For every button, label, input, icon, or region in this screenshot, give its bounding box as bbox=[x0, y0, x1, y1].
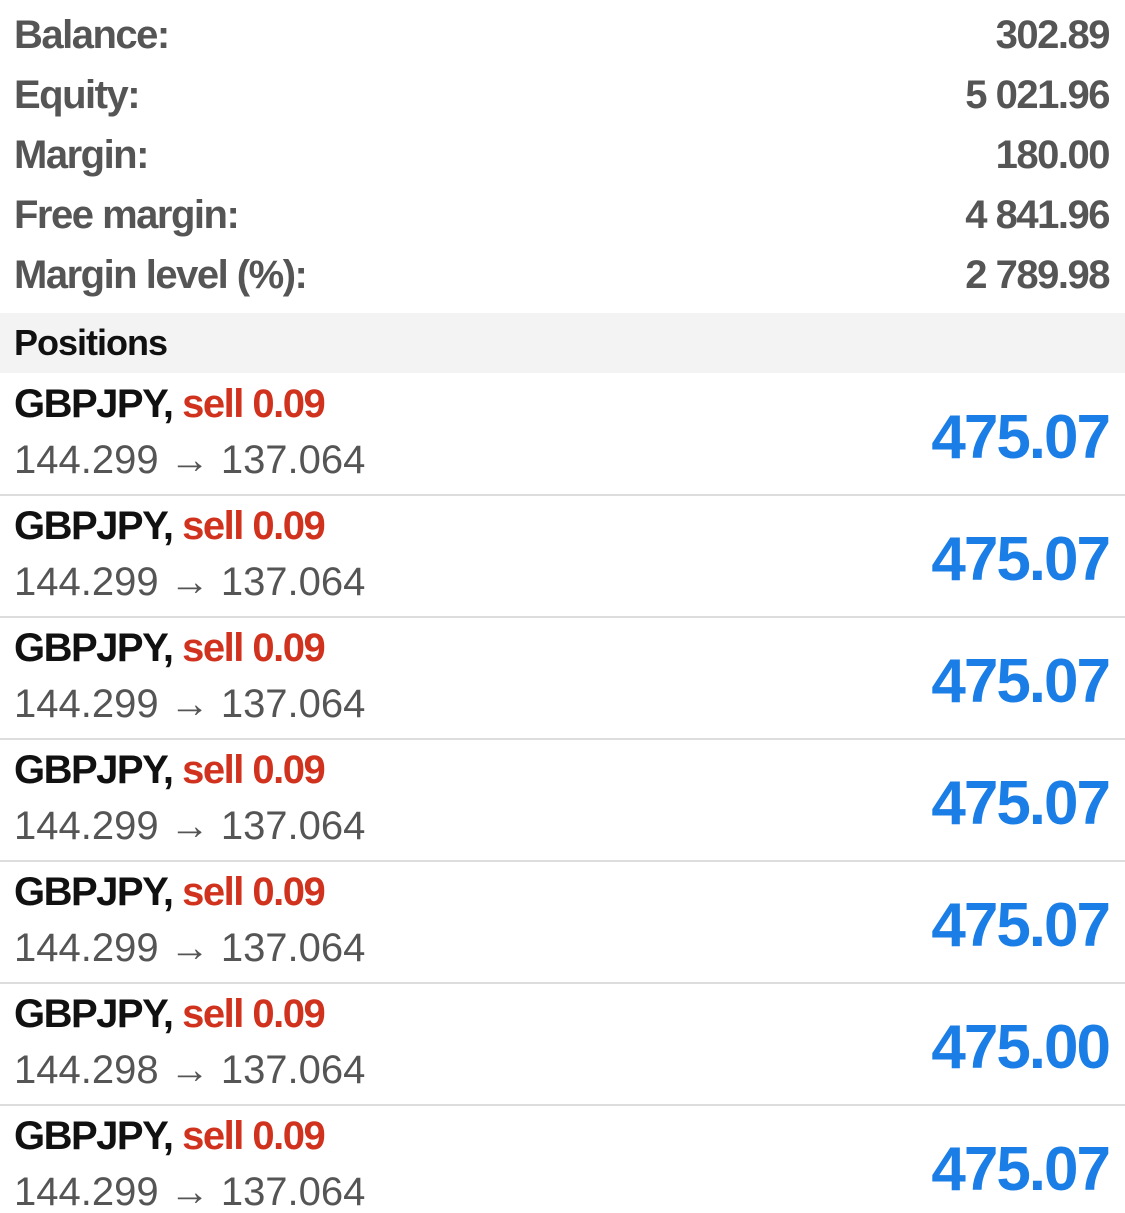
position-title: GBPJPY, sell 0.09 bbox=[14, 748, 326, 793]
summary-value: 302.89 bbox=[995, 13, 1111, 57]
summary-value: 5 021.96 bbox=[965, 73, 1110, 117]
position-row[interactable]: GBPJPY, sell 0.09 144.299 → 137.064 475.07 bbox=[0, 1106, 1125, 1213]
profit: 475.07 bbox=[931, 525, 1111, 594]
trade-type: sell 0.09 bbox=[182, 504, 326, 548]
symbol: GBPJPY, bbox=[14, 748, 174, 792]
position-row[interactable]: GBPJPY, sell 0.09 144.298 → 137.064 475.00 bbox=[0, 984, 1125, 1106]
symbol: GBPJPY, bbox=[14, 626, 174, 670]
trade-type: sell 0.09 bbox=[182, 870, 326, 914]
summary-label: Equity: bbox=[14, 73, 141, 117]
summary-label: Margin: bbox=[14, 133, 149, 177]
position-title: GBPJPY, sell 0.09 bbox=[14, 626, 326, 671]
prices: 144.299 → 137.064 bbox=[14, 926, 366, 970]
section-title: Positions bbox=[14, 322, 168, 363]
profit: 475.07 bbox=[931, 647, 1111, 716]
summary-label: Balance: bbox=[14, 13, 170, 57]
summary-label: Margin level (%): bbox=[14, 253, 308, 297]
position-row[interactable]: GBPJPY, sell 0.09 144.299 → 137.064 475.07 bbox=[0, 374, 1125, 496]
symbol: GBPJPY, bbox=[14, 382, 174, 426]
summary-row: Equity: 5 021.96 bbox=[0, 65, 1125, 125]
summary-value: 180.00 bbox=[995, 133, 1111, 177]
position-row[interactable]: GBPJPY, sell 0.09 144.299 → 137.064 475.07 bbox=[0, 618, 1125, 740]
summary-row: Balance: 302.89 bbox=[0, 5, 1125, 65]
symbol: GBPJPY, bbox=[14, 504, 174, 548]
trade-type: sell 0.09 bbox=[182, 992, 326, 1036]
prices: 144.299 → 137.064 bbox=[14, 438, 366, 482]
position-title: GBPJPY, sell 0.09 bbox=[14, 504, 326, 549]
position-row[interactable]: GBPJPY, sell 0.09 144.299 → 137.064 475.07 bbox=[0, 496, 1125, 618]
summary-row: Margin level (%): 2 789.98 bbox=[0, 245, 1125, 305]
position-row[interactable]: GBPJPY, sell 0.09 144.299 → 137.064 475.07 bbox=[0, 740, 1125, 862]
prices: 144.299 → 137.064 bbox=[14, 1170, 366, 1213]
profit: 475.07 bbox=[931, 769, 1111, 838]
symbol: GBPJPY, bbox=[14, 1114, 174, 1158]
summary-row: Free margin: 4 841.96 bbox=[0, 185, 1125, 245]
position-title: GBPJPY, sell 0.09 bbox=[14, 992, 326, 1037]
profit: 475.07 bbox=[931, 403, 1111, 472]
trade-type: sell 0.09 bbox=[182, 626, 326, 670]
prices: 144.299 → 137.064 bbox=[14, 804, 366, 848]
summary-value: 4 841.96 bbox=[965, 193, 1110, 237]
position-row[interactable]: GBPJPY, sell 0.09 144.299 → 137.064 475.07 bbox=[0, 862, 1125, 984]
symbol: GBPJPY, bbox=[14, 870, 174, 914]
trade-type: sell 0.09 bbox=[182, 748, 326, 792]
positions-header: Positions bbox=[0, 313, 1125, 373]
profit: 475.00 bbox=[931, 1013, 1111, 1082]
position-title: GBPJPY, sell 0.09 bbox=[14, 1114, 326, 1159]
position-title: GBPJPY, sell 0.09 bbox=[14, 870, 326, 915]
prices: 144.299 → 137.064 bbox=[14, 560, 366, 604]
trade-type: sell 0.09 bbox=[182, 1114, 326, 1158]
summary-label: Free margin: bbox=[14, 193, 240, 237]
profit: 475.07 bbox=[931, 1135, 1111, 1204]
position-title: GBPJPY, sell 0.09 bbox=[14, 382, 326, 427]
profit: 475.07 bbox=[931, 891, 1111, 960]
summary-row: Margin: 180.00 bbox=[0, 125, 1125, 185]
summary-value: 2 789.98 bbox=[965, 253, 1110, 297]
symbol: GBPJPY, bbox=[14, 992, 174, 1036]
prices: 144.299 → 137.064 bbox=[14, 682, 366, 726]
trade-type: sell 0.09 bbox=[182, 382, 326, 426]
prices: 144.298 → 137.064 bbox=[14, 1048, 366, 1092]
